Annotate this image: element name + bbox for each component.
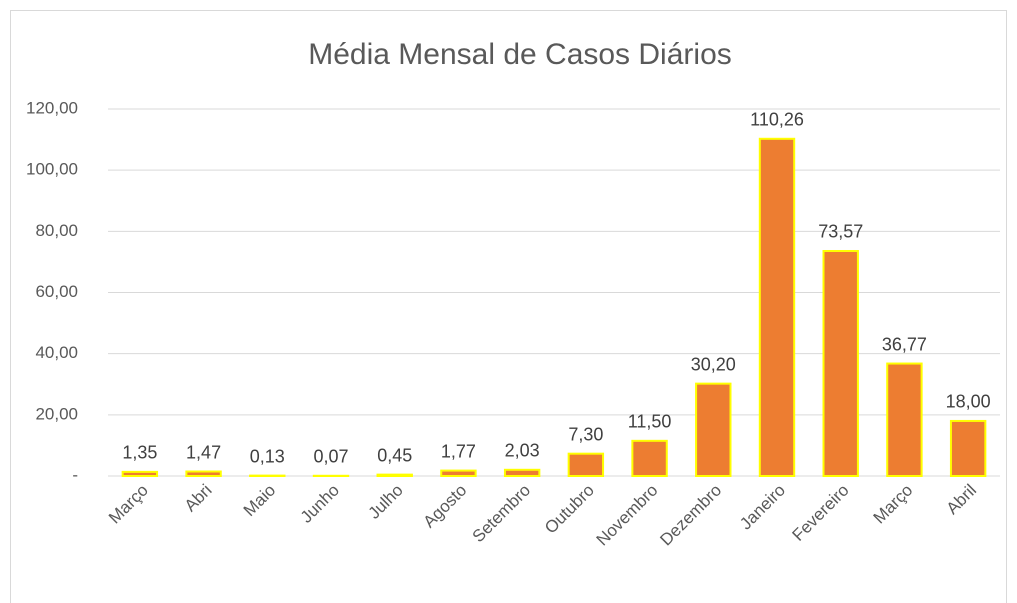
data-label: 18,00 <box>946 392 991 412</box>
x-tick-label: Junho <box>297 481 343 527</box>
x-tick-label: Abril <box>943 481 980 518</box>
y-tick-label: - <box>72 465 78 484</box>
y-tick-label: 80,00 <box>35 221 78 240</box>
bar <box>949 419 987 478</box>
x-tick-label: Abri <box>181 481 216 516</box>
x-tick-label: Novembro <box>593 481 662 550</box>
bar <box>822 249 859 477</box>
y-tick-label: 40,00 <box>35 343 78 362</box>
data-label: 7,30 <box>568 424 603 444</box>
bar <box>758 137 796 477</box>
x-tick-label: Outubro <box>541 481 598 538</box>
data-label: 0,07 <box>313 447 348 467</box>
x-tick-label: Fevereiro <box>788 481 852 545</box>
data-label: 11,50 <box>628 412 672 432</box>
bar <box>440 469 477 478</box>
bar <box>503 468 541 478</box>
x-tick-label: Dezembro <box>656 481 725 550</box>
x-tick-label: Maio <box>240 481 279 520</box>
data-label: 30,20 <box>691 354 736 374</box>
y-tick-label: 60,00 <box>35 282 78 301</box>
y-tick-label: 120,00 <box>26 98 78 117</box>
data-label: 1,77 <box>441 441 476 461</box>
x-tick-label: Março <box>870 481 917 528</box>
data-label: 73,57 <box>818 222 863 242</box>
bar <box>886 362 923 477</box>
chart-border <box>10 10 1007 603</box>
x-tick-label: Agosto <box>420 481 471 532</box>
data-label: 2,03 <box>505 441 540 461</box>
bar <box>376 473 413 477</box>
data-label: 0,13 <box>250 446 285 466</box>
x-tick-label: Setembro <box>469 481 535 547</box>
bar <box>185 470 222 477</box>
bar <box>695 382 732 477</box>
x-tick-label: Março <box>105 481 152 528</box>
data-label: 1,35 <box>122 443 157 463</box>
bar <box>567 452 605 477</box>
x-tick-label: Janeiro <box>736 481 789 534</box>
chart-title: Média Mensal de Casos Diários <box>308 38 732 71</box>
y-tick-label: 100,00 <box>26 160 78 179</box>
data-label: 0,45 <box>377 445 412 465</box>
y-tick-label: 20,00 <box>35 404 78 423</box>
bar <box>631 439 668 477</box>
x-tick-label: Julho <box>365 481 407 523</box>
bar <box>121 470 159 477</box>
data-label: 1,47 <box>186 442 221 462</box>
data-label: 110,26 <box>750 110 804 130</box>
data-label: 36,77 <box>882 334 927 354</box>
